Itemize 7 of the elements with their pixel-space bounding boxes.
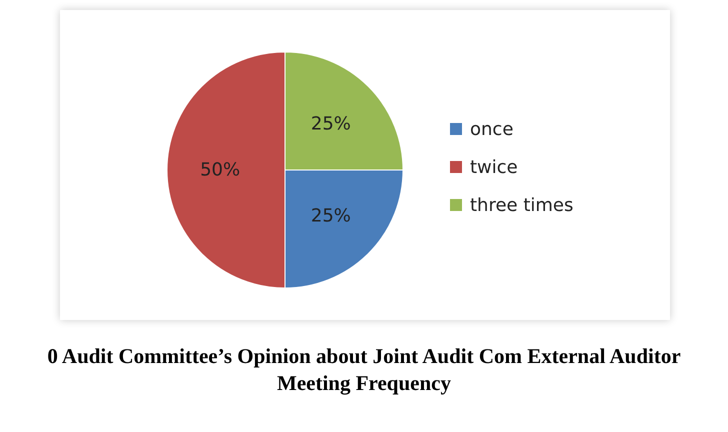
legend-label: twice (470, 156, 518, 178)
legend-label: once (470, 118, 514, 140)
data-label: 25% (310, 205, 351, 226)
data-label: 25% (310, 114, 351, 135)
legend-label: three times (470, 194, 574, 216)
text: 0 Audit Committee’s Opinion about Joint Audit Com External Auditor Meeting Frequency (46, 343, 682, 397)
data-label: 50% (200, 160, 240, 180)
